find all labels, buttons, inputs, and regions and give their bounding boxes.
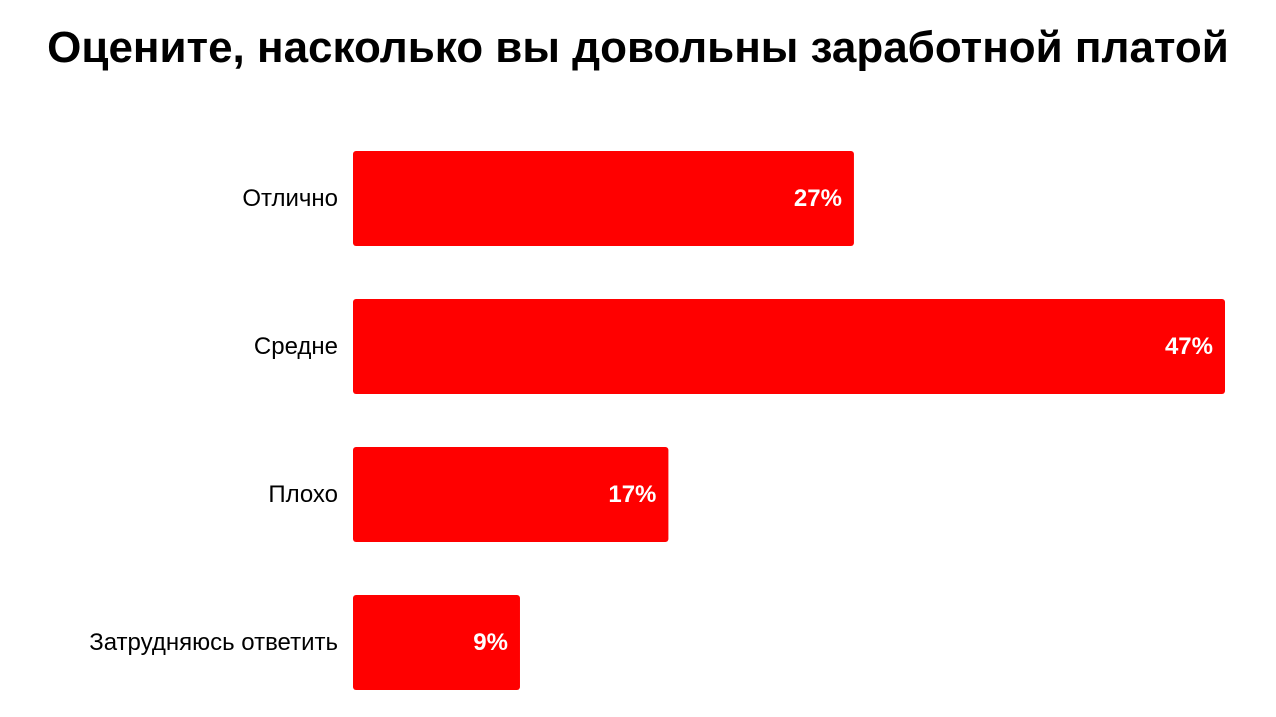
bar-1 bbox=[353, 151, 854, 246]
bar-4 bbox=[353, 595, 520, 690]
bar-2 bbox=[353, 299, 1225, 394]
category-label-3: Плохо bbox=[268, 481, 338, 508]
value-label-4: 9% bbox=[473, 629, 508, 656]
value-label-1: 27% bbox=[794, 185, 842, 212]
chart-title: Оцените, насколько вы довольны заработно… bbox=[47, 23, 1229, 72]
value-label-3: 17% bbox=[608, 481, 656, 508]
category-label-4: Затрудняюсь ответить bbox=[89, 629, 338, 656]
bar-3 bbox=[353, 447, 669, 542]
category-label-1: Отлично bbox=[242, 185, 338, 212]
value-label-2: 47% bbox=[1165, 333, 1213, 360]
category-label-2: Средне bbox=[254, 333, 338, 360]
